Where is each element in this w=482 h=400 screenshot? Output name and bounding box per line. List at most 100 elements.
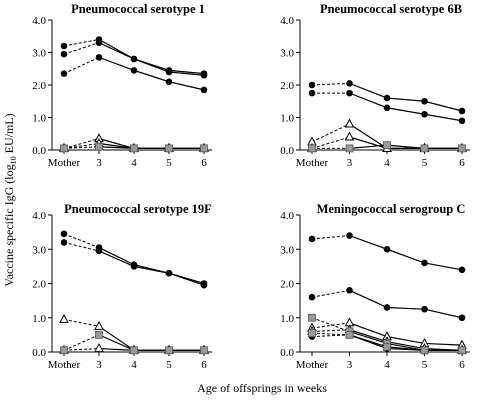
data-point-square [458, 144, 466, 153]
panel-title: Pneumococcal serotype 6B [320, 2, 462, 16]
data-point-circle [346, 287, 353, 294]
panel-4: Meningococcal serogroup C 0.0 1.0 2.0 3.0 4.0… [280, 202, 470, 371]
panel-2: Pneumococcal serotype 6B 0.0 1.0 2.0 3.0 4.0 M… [280, 2, 470, 169]
series-line-dashed [311, 235, 350, 240]
series-line-dashed [311, 322, 350, 329]
data-point-circle [346, 89, 353, 97]
x-tick-label: Mother [296, 359, 329, 371]
series-line [349, 144, 462, 149]
x-tick-label: 5 [166, 157, 172, 169]
series-line-dashed [63, 146, 100, 149]
x-tick-label: Mother [296, 157, 329, 169]
x-tick-label: 6 [201, 157, 207, 169]
y-tick-label: 0.0 [280, 347, 294, 359]
x-tick-label: 4 [384, 157, 390, 169]
data-point-square [165, 346, 173, 355]
data-point-circle [458, 117, 466, 125]
data-point-circle [458, 107, 466, 115]
data-point-circle [165, 269, 173, 277]
data-point-circle [60, 42, 68, 50]
y-tick-label: 0.0 [32, 347, 46, 359]
y-tick-label: 2.0 [32, 279, 46, 291]
y-axis-label: Vaccine specific IgG (log10 EU/mL) [2, 113, 18, 286]
x-tick-label: 6 [201, 359, 207, 371]
series-line-dashed [63, 42, 100, 55]
data-point-circle [130, 263, 138, 270]
data-point-circle [200, 86, 208, 94]
series-line [349, 289, 463, 319]
series-line-dashed [311, 329, 350, 332]
x-tick-label: 5 [166, 359, 172, 371]
data-point-circle [60, 230, 68, 238]
y-tick-label: 3.0 [280, 48, 294, 60]
x-tick-label: 6 [459, 359, 465, 371]
series-line [98, 334, 204, 351]
data-point-circle [308, 293, 316, 301]
data-point-circle [421, 97, 428, 105]
series-line [98, 38, 205, 75]
y-tick-label: 3.0 [32, 48, 46, 60]
data-point-circle [60, 70, 68, 77]
y-tick-label: 1.0 [280, 113, 294, 125]
data-point-square [345, 144, 354, 153]
data-point-square [308, 329, 316, 338]
x-tick-label: 5 [422, 157, 428, 169]
x-tick-label: 3 [96, 157, 102, 169]
x-tick-label: 6 [459, 157, 465, 169]
data-point-square [95, 330, 103, 339]
data-point-square [420, 144, 429, 153]
data-point-triangle [344, 131, 355, 141]
series-line [349, 123, 462, 149]
y-tick-label: 2.0 [280, 279, 294, 291]
y-tick-label: 4.0 [32, 15, 46, 27]
y-tick-label: 4.0 [280, 210, 294, 222]
series-circle [60, 39, 208, 79]
data-point-square [95, 142, 103, 151]
series-line-dashed [63, 318, 100, 327]
x-tick-label: 4 [131, 359, 137, 371]
data-point-square [383, 342, 391, 351]
series-line [349, 322, 463, 346]
series-line [349, 82, 463, 112]
y-tick-label: 4.0 [32, 210, 46, 222]
data-point-circle [383, 304, 391, 311]
series-circle [308, 89, 466, 125]
series-line-dashed [63, 334, 100, 351]
series-circle [60, 239, 208, 289]
data-point-square [130, 346, 138, 355]
data-point-square [200, 346, 208, 355]
series-line [349, 334, 462, 351]
series-square [60, 142, 208, 153]
series-line-dashed [311, 317, 350, 332]
series-line-dashed [63, 138, 100, 149]
data-point-square [345, 330, 354, 339]
data-point-square [383, 141, 391, 150]
data-point-square [420, 346, 429, 355]
series-line [98, 246, 205, 285]
data-point-triangle [59, 313, 69, 323]
data-point-square [165, 144, 173, 153]
data-point-triangle [94, 343, 104, 353]
series-line-dashed [311, 289, 350, 298]
data-point-square [308, 313, 316, 322]
data-point-circle [458, 266, 466, 274]
series-line-dashed [311, 123, 350, 143]
x-axis-label: Age of offsprings in weeks [197, 381, 327, 395]
series-line [98, 56, 205, 91]
data-point-circle [383, 104, 391, 112]
data-point-circle [346, 232, 353, 239]
series-line [98, 250, 205, 286]
y-tick-label: 2.0 [32, 80, 46, 92]
series-line-dashed [311, 82, 350, 86]
data-point-square [130, 144, 138, 153]
data-point-circle [421, 110, 428, 118]
x-tick-label: 5 [422, 359, 428, 371]
x-tick-label: 3 [347, 359, 353, 371]
series-square [60, 330, 208, 355]
series-line [349, 92, 463, 122]
x-tick-label: 3 [347, 157, 353, 169]
x-tick-label: 3 [96, 359, 102, 371]
x-tick-label: 4 [384, 359, 390, 371]
data-point-circle [308, 89, 316, 97]
